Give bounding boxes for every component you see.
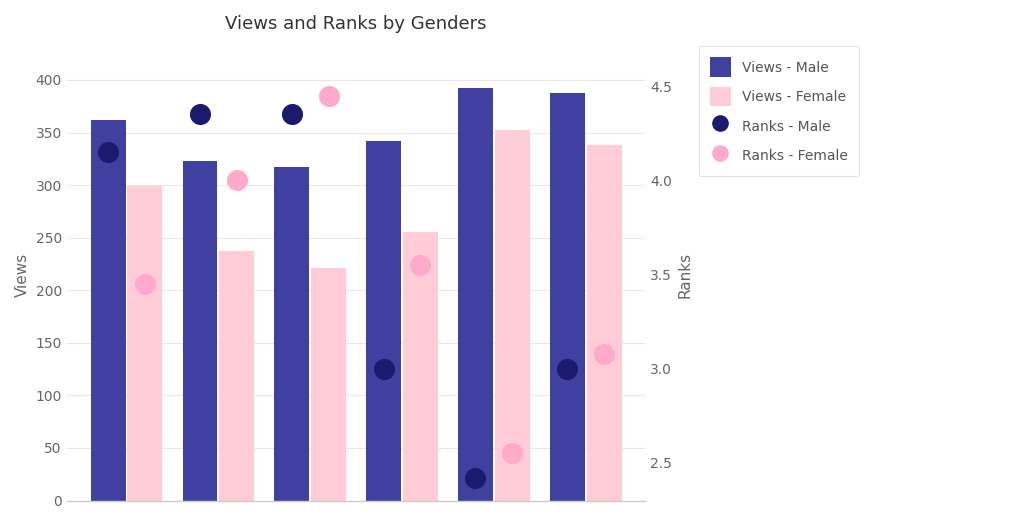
Bar xyxy=(91,120,126,500)
Ranks - Male xyxy=(100,148,117,156)
Bar xyxy=(458,89,493,500)
Y-axis label: Ranks: Ranks xyxy=(678,252,692,298)
Legend: Views - Male, Views - Female, Ranks - Male, Ranks - Female: Views - Male, Views - Female, Ranks - Ma… xyxy=(698,46,859,177)
Bar xyxy=(219,252,254,500)
Ranks - Male xyxy=(191,110,208,118)
Ranks - Female xyxy=(504,449,520,457)
Ranks - Female xyxy=(136,280,153,288)
Bar xyxy=(587,145,622,500)
Bar xyxy=(274,167,309,500)
Ranks - Female xyxy=(596,350,612,358)
Ranks - Male xyxy=(284,110,300,118)
Bar xyxy=(402,233,438,500)
Bar xyxy=(182,161,217,500)
Ranks - Male xyxy=(467,474,483,482)
Bar xyxy=(311,268,346,500)
Ranks - Female xyxy=(413,261,429,269)
Bar xyxy=(127,186,163,500)
Ranks - Male xyxy=(559,365,575,373)
Ranks - Female xyxy=(321,91,337,100)
Ranks - Male xyxy=(376,365,392,373)
Bar xyxy=(550,93,585,500)
Y-axis label: Views: Views xyxy=(15,253,30,297)
Title: Views and Ranks by Genders: Views and Ranks by Genders xyxy=(225,15,486,33)
Ranks - Female xyxy=(228,176,245,184)
Bar xyxy=(495,130,529,500)
Bar xyxy=(367,141,401,500)
